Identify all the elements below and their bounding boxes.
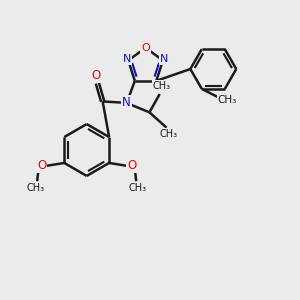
- Text: O: O: [141, 43, 150, 53]
- Text: N: N: [123, 54, 131, 64]
- Text: O: O: [91, 69, 101, 82]
- Text: CH₃: CH₃: [159, 128, 177, 139]
- Text: CH₃: CH₃: [129, 183, 147, 193]
- Text: O: O: [127, 159, 136, 172]
- Text: O: O: [37, 159, 46, 172]
- Text: N: N: [122, 96, 131, 110]
- Text: CH₃: CH₃: [218, 94, 237, 104]
- Text: N: N: [160, 54, 169, 64]
- Text: CH₃: CH₃: [152, 81, 170, 91]
- Text: CH₃: CH₃: [26, 183, 44, 193]
